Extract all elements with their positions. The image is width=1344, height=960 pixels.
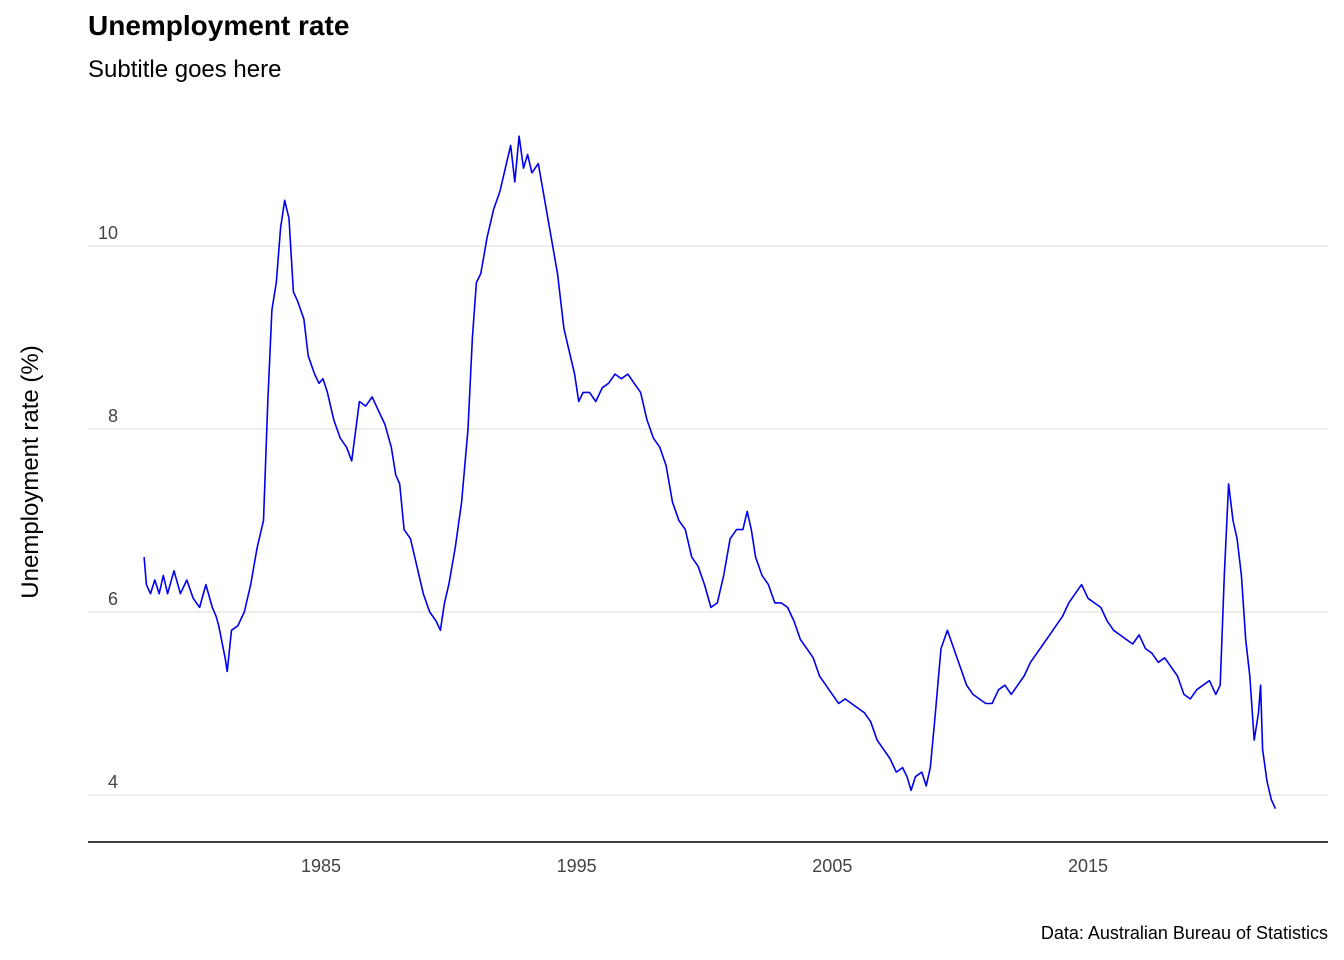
chart-subtitle: Subtitle goes here [88, 56, 282, 83]
x-tick-label: 2015 [1068, 856, 1108, 876]
y-tick-label: 6 [108, 589, 118, 609]
x-tick-label: 1985 [301, 856, 341, 876]
data-source-caption: Data: Australian Bureau of Statistics [1040, 923, 1328, 943]
x-tick-label: 1995 [557, 856, 597, 876]
y-tick-label: 8 [108, 406, 118, 426]
y-tick-labels: 4 6 8 10 [98, 223, 118, 792]
y-axis-title: Unemployment rate (%) [17, 345, 44, 598]
chart-title: Unemployment rate [88, 10, 350, 41]
gridlines [88, 245, 1328, 796]
x-tick-label: 2005 [812, 856, 852, 876]
y-tick-label: 10 [98, 223, 118, 243]
series-line-unemployment [143, 135, 1277, 810]
y-tick-label: 4 [108, 772, 118, 792]
x-tick-labels: 1985 1995 2005 2015 [301, 856, 1108, 876]
